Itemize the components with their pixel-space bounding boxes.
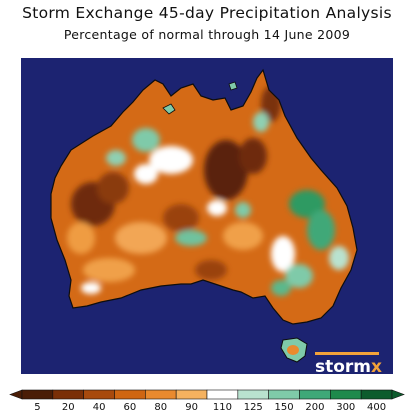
tasmania-dry-patch bbox=[287, 345, 299, 355]
legend-tick-label: 5 bbox=[34, 402, 40, 413]
legend-swatch bbox=[360, 389, 393, 400]
legend-swatch bbox=[237, 389, 269, 400]
legend-tick-label: 200 bbox=[305, 402, 324, 413]
legend-tick-label: 125 bbox=[244, 402, 263, 413]
legend-tick-label: 40 bbox=[93, 402, 106, 413]
legend-swatch bbox=[299, 389, 331, 400]
map-subtitle: Percentage of normal through 14 June 200… bbox=[63, 27, 351, 42]
legend-swatch bbox=[175, 389, 208, 400]
legend-swatch bbox=[114, 389, 146, 400]
legend-arrow-high bbox=[391, 389, 405, 400]
legend-swatch bbox=[268, 389, 300, 400]
legend-tick-label: 110 bbox=[213, 402, 232, 413]
legend-tick-label: 90 bbox=[185, 402, 198, 413]
island bbox=[162, 103, 176, 115]
legend-swatch bbox=[145, 389, 177, 400]
legend-swatch bbox=[52, 389, 84, 400]
legend-swatch bbox=[83, 389, 115, 400]
legend-swatch bbox=[206, 389, 239, 400]
precipitation-map: stormx bbox=[21, 58, 393, 374]
stormx-logo: stormx bbox=[315, 352, 382, 374]
legend-swatch bbox=[21, 389, 54, 400]
legend-tick-label: 60 bbox=[124, 402, 137, 413]
legend-tick-label: 80 bbox=[154, 402, 167, 413]
legend-tick-label: 150 bbox=[275, 402, 294, 413]
legend-arrow-low bbox=[9, 389, 23, 400]
legend-tick-label: 400 bbox=[367, 402, 386, 413]
legend-tick-label: 300 bbox=[336, 402, 355, 413]
australia-outline bbox=[50, 68, 358, 325]
color-scale-legend: 5 20 40 60 80 90 110 125 150 200 300 400 bbox=[9, 389, 405, 413]
legend-swatch bbox=[330, 389, 362, 400]
svg-text:stormx: stormx bbox=[315, 357, 382, 374]
island bbox=[228, 81, 238, 91]
legend-tick-label: 20 bbox=[62, 402, 75, 413]
map-title: Storm Exchange 45-day Precipitation Anal… bbox=[22, 4, 392, 22]
